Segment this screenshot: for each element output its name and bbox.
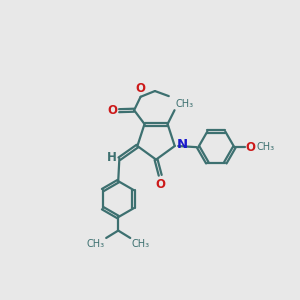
Text: O: O <box>108 104 118 117</box>
Text: CH₃: CH₃ <box>132 239 150 249</box>
Text: CH₃: CH₃ <box>87 239 105 249</box>
Text: H: H <box>107 151 117 164</box>
Text: O: O <box>155 178 165 190</box>
Text: O: O <box>136 82 146 95</box>
Text: CH₃: CH₃ <box>175 99 193 109</box>
Text: O: O <box>246 141 256 154</box>
Text: CH₃: CH₃ <box>257 142 275 152</box>
Text: N: N <box>177 138 188 152</box>
